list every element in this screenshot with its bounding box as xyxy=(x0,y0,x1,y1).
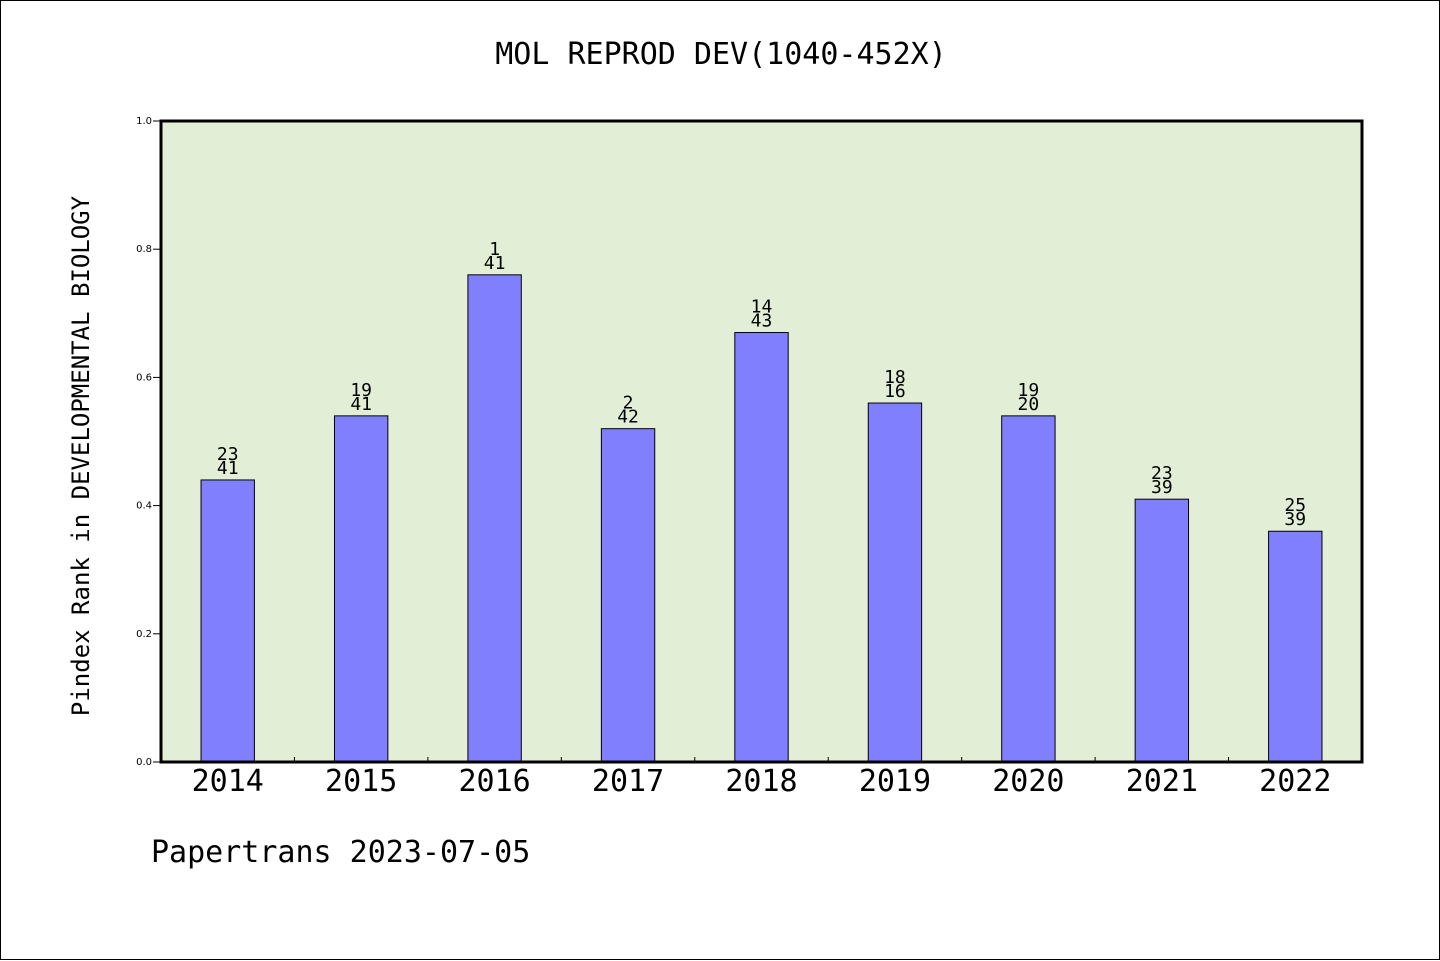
bar-rank-label: 14 xyxy=(751,297,773,318)
footer-credit: Papertrans 2023-07-05 xyxy=(151,835,531,870)
bar-rank-label: 25 xyxy=(1284,495,1306,516)
x-tick-label: 2022 xyxy=(1259,764,1331,799)
bar-2021 xyxy=(1134,498,1190,763)
bar-total-label: 41 xyxy=(217,458,239,479)
bar-total-label: 39 xyxy=(1284,509,1306,530)
y-axis-label: Pindex Rank in DEVELOPMENTAL BIOLOGY xyxy=(67,195,95,717)
bar-2015 xyxy=(333,415,389,763)
y-tick-label: 0.0 xyxy=(136,757,152,768)
bar-rank-label: 19 xyxy=(350,380,372,401)
x-tick-label: 2021 xyxy=(1126,764,1198,799)
bar-rank-label: 2 xyxy=(623,393,634,414)
x-tick-label: 2016 xyxy=(458,764,530,799)
bar-2022 xyxy=(1268,530,1323,763)
bar-total-label: 43 xyxy=(751,311,773,332)
x-tick-label: 2019 xyxy=(859,764,931,799)
bar-total-label: 39 xyxy=(1151,477,1173,498)
bar-total-label: 16 xyxy=(884,381,906,402)
bar-rank-label: 23 xyxy=(1151,463,1173,484)
y-tick-label: 0.2 xyxy=(136,629,152,640)
x-tick-label: 2015 xyxy=(325,764,397,799)
bar-2016 xyxy=(467,274,522,763)
bar-rank-label: 1 xyxy=(489,239,500,260)
bar-rank-label: 19 xyxy=(1018,380,1040,401)
bar-2014 xyxy=(200,479,255,763)
bar-total-label: 41 xyxy=(350,394,372,415)
bar-2019 xyxy=(867,402,923,763)
chart-title: MOL REPROD DEV(1040-452X) xyxy=(495,37,947,72)
bar-2020 xyxy=(1001,415,1056,763)
bar-2018 xyxy=(734,332,789,763)
bar-total-label: 20 xyxy=(1018,394,1040,415)
y-tick-label: 0.8 xyxy=(136,244,152,255)
plot-border xyxy=(159,119,1364,764)
y-tick-label: 0.6 xyxy=(136,372,152,383)
bar-total-label: 41 xyxy=(484,253,506,274)
bar-rank-label: 18 xyxy=(884,367,906,388)
x-tick-label: 2020 xyxy=(992,764,1064,799)
x-tick-label: 2018 xyxy=(725,764,797,799)
bar-rank-label: 23 xyxy=(217,444,239,465)
y-tick-label: 0.4 xyxy=(136,501,152,512)
bar-2017 xyxy=(600,428,656,763)
bar-total-label: 42 xyxy=(617,407,639,428)
x-tick-label: 2014 xyxy=(192,764,264,799)
x-tick-label: 2017 xyxy=(592,764,664,799)
y-tick-label: 1.0 xyxy=(136,116,152,127)
